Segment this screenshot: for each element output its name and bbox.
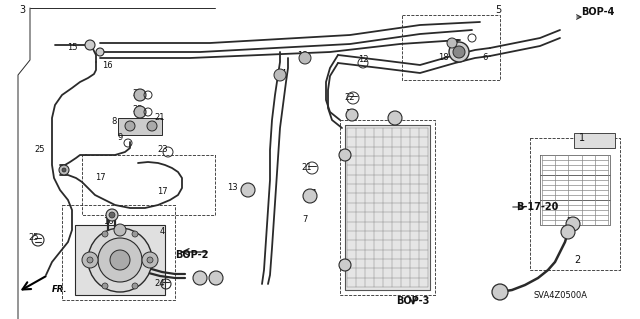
Text: 20: 20 — [567, 218, 577, 226]
Text: BOP-3: BOP-3 — [396, 296, 429, 306]
Circle shape — [102, 231, 108, 237]
Circle shape — [566, 217, 580, 231]
Text: 25: 25 — [29, 234, 39, 242]
Text: 10: 10 — [345, 108, 355, 117]
Circle shape — [102, 283, 108, 289]
Circle shape — [59, 165, 69, 175]
Circle shape — [453, 47, 463, 57]
Circle shape — [388, 111, 402, 125]
Text: 17: 17 — [95, 173, 106, 182]
Text: 21: 21 — [155, 114, 165, 122]
Text: 17: 17 — [157, 188, 167, 197]
Circle shape — [147, 121, 157, 131]
Text: BOP-2: BOP-2 — [175, 250, 209, 260]
Text: 24: 24 — [155, 279, 165, 288]
Circle shape — [209, 271, 223, 285]
Circle shape — [88, 228, 152, 292]
Text: 14: 14 — [276, 69, 286, 78]
Text: 8: 8 — [111, 117, 116, 127]
Circle shape — [193, 271, 207, 285]
Circle shape — [339, 259, 351, 271]
Bar — [574, 133, 615, 148]
Bar — [345, 125, 430, 290]
Circle shape — [147, 257, 153, 263]
Circle shape — [346, 109, 358, 121]
Text: 6: 6 — [483, 53, 488, 62]
Circle shape — [106, 209, 118, 221]
Circle shape — [561, 225, 575, 239]
Text: 25: 25 — [35, 145, 45, 154]
Text: SVA4Z0500A: SVA4Z0500A — [533, 291, 587, 300]
Circle shape — [134, 89, 146, 101]
Text: 23: 23 — [157, 145, 168, 154]
Circle shape — [449, 42, 469, 62]
Circle shape — [87, 257, 93, 263]
Circle shape — [85, 40, 95, 50]
Text: 18: 18 — [195, 275, 205, 284]
Circle shape — [109, 212, 115, 218]
Text: 16: 16 — [102, 61, 112, 70]
Text: 19: 19 — [388, 114, 398, 122]
Circle shape — [142, 252, 158, 268]
Circle shape — [62, 168, 66, 172]
Text: 4: 4 — [159, 227, 164, 236]
Circle shape — [492, 284, 508, 300]
Text: 11: 11 — [307, 189, 317, 197]
Circle shape — [274, 69, 286, 81]
Circle shape — [134, 106, 146, 118]
Circle shape — [339, 149, 351, 161]
Circle shape — [447, 38, 457, 48]
Circle shape — [132, 231, 138, 237]
Text: 3: 3 — [19, 5, 25, 15]
Bar — [75, 225, 165, 295]
Text: 15: 15 — [67, 43, 77, 53]
Text: 1: 1 — [579, 133, 585, 143]
Circle shape — [132, 283, 138, 289]
Bar — [118, 118, 162, 135]
Text: 13: 13 — [227, 183, 237, 192]
Text: 12: 12 — [358, 56, 368, 64]
Circle shape — [453, 46, 465, 58]
Text: 9: 9 — [117, 133, 123, 143]
Circle shape — [450, 44, 466, 60]
Text: 22: 22 — [345, 93, 355, 101]
Text: 5: 5 — [495, 5, 501, 15]
Circle shape — [299, 52, 311, 64]
Text: 18: 18 — [210, 275, 220, 284]
Circle shape — [82, 252, 98, 268]
Text: BOP-4: BOP-4 — [581, 7, 614, 17]
Text: 21: 21 — [301, 164, 312, 173]
Text: 18: 18 — [438, 53, 448, 62]
Text: 16: 16 — [449, 39, 460, 48]
Text: B-17-20: B-17-20 — [516, 202, 558, 212]
Circle shape — [241, 183, 255, 197]
Circle shape — [96, 48, 104, 56]
Circle shape — [98, 238, 142, 282]
Text: FR.: FR. — [52, 286, 67, 294]
Text: 22: 22 — [132, 88, 143, 98]
Text: 2: 2 — [574, 255, 580, 265]
Text: 18: 18 — [297, 50, 307, 60]
Text: 7: 7 — [302, 216, 308, 225]
Text: 22: 22 — [132, 106, 143, 115]
Circle shape — [125, 121, 135, 131]
Circle shape — [303, 189, 317, 203]
Text: 16: 16 — [102, 218, 113, 226]
Circle shape — [114, 224, 126, 236]
Circle shape — [110, 250, 130, 270]
